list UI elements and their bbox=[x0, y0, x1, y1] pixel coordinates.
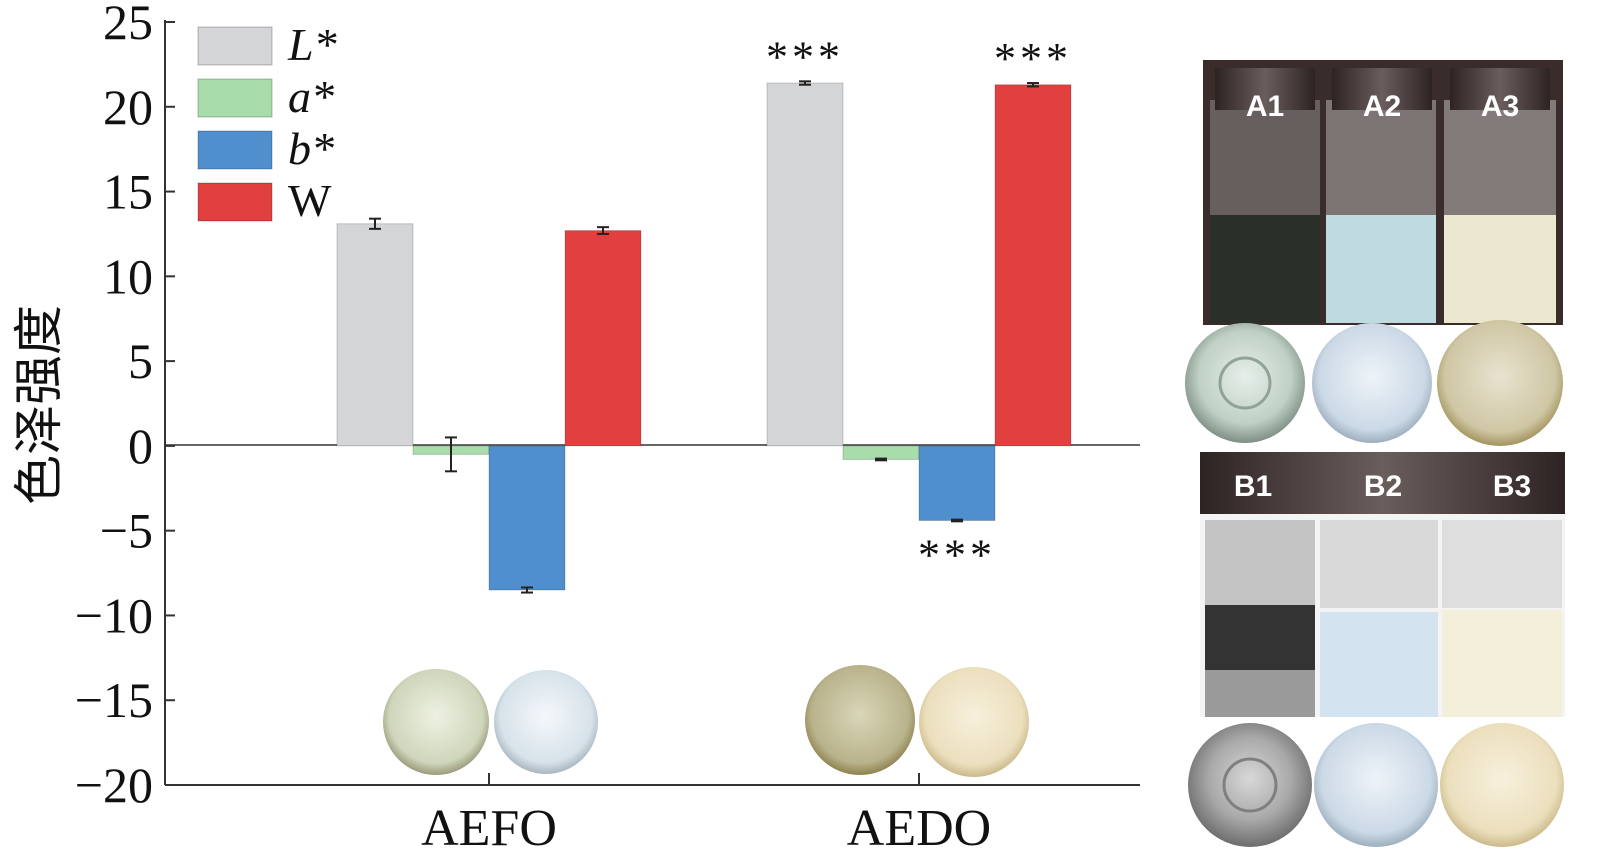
category-ticks: AEFO AEDO bbox=[421, 773, 991, 857]
y-tick-label: −10 bbox=[75, 587, 153, 643]
legend: L*a*b*W bbox=[197, 19, 337, 226]
error-bar bbox=[597, 226, 609, 235]
legend-label: a* bbox=[288, 71, 334, 122]
bar-aedo-3 bbox=[994, 84, 1072, 447]
legend-swatch bbox=[197, 78, 273, 118]
significance-marker: *** bbox=[766, 32, 844, 81]
vial-label-b1: B1 bbox=[1234, 470, 1272, 503]
error-bar bbox=[1027, 82, 1039, 88]
vial-label-a1: A1 bbox=[1246, 90, 1284, 123]
discs-photo-bottom bbox=[1188, 723, 1564, 847]
legend-swatch bbox=[197, 182, 273, 222]
vials-photo-bottom: B1 B2 B3 bbox=[1200, 452, 1565, 717]
discs-photo-top bbox=[1185, 320, 1563, 446]
aefo-sample-photos bbox=[383, 669, 598, 775]
legend-swatch bbox=[197, 130, 273, 170]
vial-label-b3: B3 bbox=[1493, 470, 1531, 503]
y-tick-label: −5 bbox=[100, 503, 153, 559]
y-tick-label: −15 bbox=[75, 672, 153, 728]
significance-marker: *** bbox=[994, 34, 1072, 83]
y-tick-label: −20 bbox=[75, 757, 153, 813]
y-axis-label: 色泽强度 bbox=[10, 305, 68, 505]
y-tick-label: 10 bbox=[103, 248, 153, 304]
error-bar bbox=[521, 586, 533, 594]
bar-aefo-0 bbox=[336, 223, 414, 447]
bar-aedo-1 bbox=[842, 445, 920, 460]
aefo-sample-disc-1 bbox=[383, 669, 489, 775]
y-tick-label: 25 bbox=[103, 0, 153, 50]
y-tick-label: 5 bbox=[128, 333, 153, 389]
bar-aedo-0 bbox=[766, 82, 844, 447]
error-bar bbox=[799, 80, 811, 86]
y-tick-label: 20 bbox=[103, 79, 153, 135]
legend-label: b* bbox=[288, 123, 334, 174]
vial-label-b2: B2 bbox=[1364, 470, 1402, 503]
bar-aedo-2 bbox=[918, 445, 996, 521]
aefo-sample-disc-2 bbox=[494, 670, 598, 774]
legend-swatch bbox=[197, 26, 273, 66]
error-bar bbox=[445, 436, 457, 473]
legend-label: W bbox=[288, 175, 332, 226]
x-tick-label: AEFO bbox=[421, 800, 557, 857]
y-ticks: 25 20 15 10 5 0 −5 −10 −15 −20 bbox=[75, 0, 175, 813]
y-tick-label: 0 bbox=[128, 418, 153, 474]
vial-label-a3: A3 bbox=[1481, 90, 1519, 123]
aedo-sample-disc-2 bbox=[919, 667, 1029, 777]
vials-photo-top: A1 A2 A3 bbox=[1203, 60, 1563, 325]
significance-marker: *** bbox=[918, 530, 996, 579]
aedo-sample-disc-1 bbox=[805, 665, 915, 775]
bar-aefo-3 bbox=[564, 230, 642, 447]
bar-aefo-2 bbox=[488, 445, 566, 591]
aedo-sample-photos bbox=[805, 665, 1029, 777]
x-tick-label: AEDO bbox=[847, 800, 991, 857]
vial-label-a2: A2 bbox=[1363, 90, 1401, 123]
bars: *** *** *** bbox=[336, 32, 1072, 594]
legend-label: L* bbox=[287, 19, 337, 70]
y-tick-label: 15 bbox=[103, 164, 153, 220]
error-bar bbox=[951, 518, 963, 523]
error-bar bbox=[369, 217, 381, 230]
error-bar bbox=[875, 457, 887, 462]
